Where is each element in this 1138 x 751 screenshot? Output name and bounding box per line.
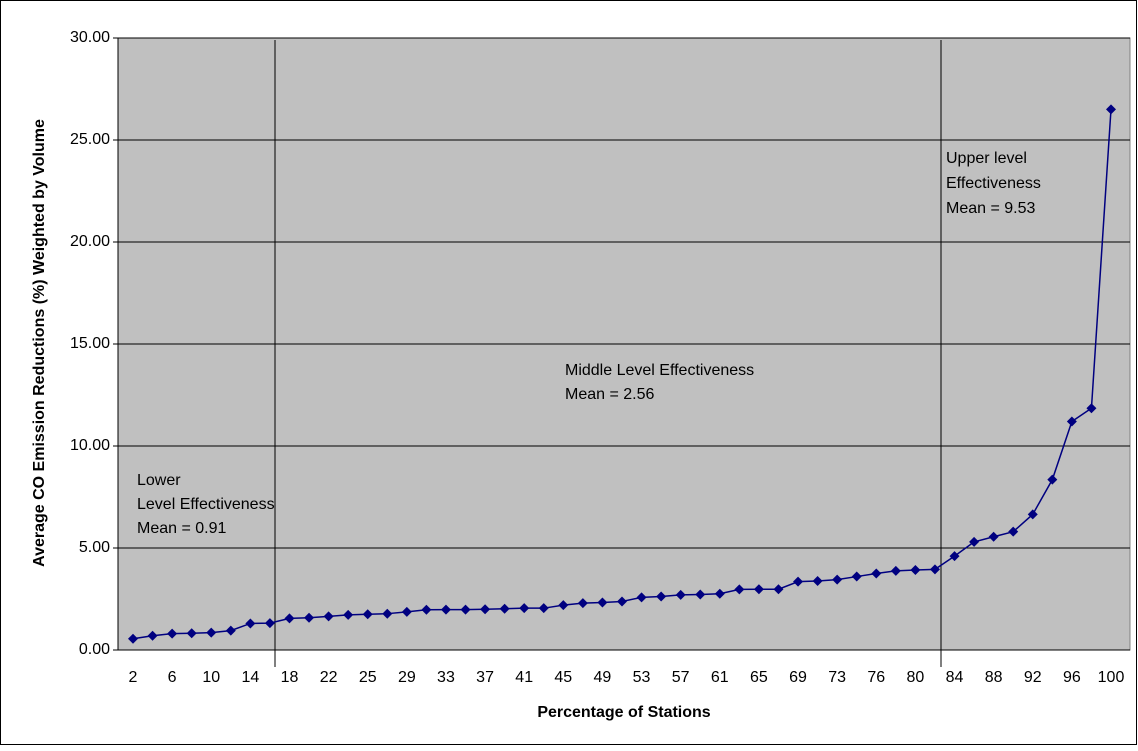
x-tick-label: 2 <box>129 669 138 686</box>
data-point <box>304 612 315 623</box>
data-point <box>382 608 393 619</box>
data-point <box>988 531 999 542</box>
data-point <box>812 576 823 587</box>
x-tick-label: 88 <box>985 669 1003 686</box>
data-point <box>362 609 373 620</box>
data-point <box>558 600 569 611</box>
data-point <box>264 618 275 629</box>
x-tick-label: 10 <box>202 669 220 686</box>
data-point <box>656 591 667 602</box>
x-tick-label: 65 <box>750 669 768 686</box>
data-point <box>1027 509 1038 520</box>
data-point <box>128 633 138 644</box>
annotation: Mean = 9.53 <box>946 200 1036 217</box>
data-point <box>167 628 178 639</box>
data-point <box>577 598 588 609</box>
y-tick-label: 0.00 <box>79 641 110 658</box>
x-axis-title: Percentage of Stations <box>537 704 710 721</box>
data-point <box>1106 104 1116 115</box>
data-point <box>401 606 412 617</box>
data-point <box>597 597 608 608</box>
x-tick-label: 57 <box>672 669 690 686</box>
x-tick-label: 49 <box>594 669 612 686</box>
annotation: Middle Level Effectiveness <box>565 362 754 379</box>
x-tick-label: 73 <box>828 669 846 686</box>
x-tick-label: 84 <box>946 669 964 686</box>
annotation: Lower <box>137 472 181 489</box>
data-point <box>890 565 901 576</box>
data-point <box>245 618 256 629</box>
annotation: Mean = 0.91 <box>137 520 227 537</box>
x-tick-label: 61 <box>711 669 729 686</box>
data-point <box>969 536 980 547</box>
data-point <box>1066 416 1077 427</box>
data-point <box>499 603 510 614</box>
data-point <box>1008 526 1019 537</box>
data-point <box>440 604 451 615</box>
data-point <box>773 584 784 595</box>
data-point <box>636 592 647 603</box>
data-point <box>519 603 530 614</box>
x-tick-label: 69 <box>789 669 807 686</box>
data-point <box>832 574 843 585</box>
annotation: Level Effectiveness <box>137 496 275 513</box>
data-point <box>753 584 764 595</box>
annotation: Effectiveness <box>946 175 1041 192</box>
data-point <box>929 564 940 575</box>
data-point <box>851 571 862 582</box>
data-point <box>460 604 471 615</box>
x-tick-label: 33 <box>437 669 455 686</box>
annotation: Upper level <box>946 150 1027 167</box>
data-point <box>1047 474 1058 485</box>
data-point <box>421 604 432 615</box>
x-tick-label: 6 <box>168 669 177 686</box>
x-tick-label: 45 <box>554 669 572 686</box>
x-tick-label: 18 <box>281 669 299 686</box>
data-point <box>871 568 882 579</box>
x-tick-label: 100 <box>1098 669 1125 686</box>
data-point <box>1086 403 1097 414</box>
data-point <box>734 584 745 595</box>
data-point <box>480 604 491 615</box>
data-point <box>793 576 804 587</box>
y-axis-title: Average CO Emission Reductions (%) Weigh… <box>31 119 48 567</box>
y-tick-label: 15.00 <box>70 335 110 352</box>
data-point <box>675 589 686 600</box>
data-point <box>617 596 627 607</box>
y-tick-label: 30.00 <box>70 29 110 46</box>
annotation: Mean = 2.56 <box>565 386 655 403</box>
x-tick-label: 76 <box>867 669 885 686</box>
x-tick-label: 25 <box>359 669 377 686</box>
data-point <box>538 603 549 614</box>
data-point <box>695 589 706 600</box>
data-point <box>186 628 197 639</box>
x-tick-label: 80 <box>907 669 925 686</box>
data-point <box>284 613 295 624</box>
data-point <box>343 609 354 620</box>
x-tick-label: 41 <box>515 669 533 686</box>
x-tick-label: 92 <box>1024 669 1042 686</box>
y-tick-label: 25.00 <box>70 131 110 148</box>
data-point <box>714 588 725 599</box>
data-point <box>323 611 334 622</box>
x-tick-label: 53 <box>633 669 651 686</box>
x-tick-label: 22 <box>320 669 338 686</box>
x-tick-label: 29 <box>398 669 416 686</box>
y-tick-label: 5.00 <box>79 539 110 556</box>
x-tick-label: 37 <box>476 669 494 686</box>
data-point <box>147 630 158 641</box>
data-point <box>949 551 960 562</box>
y-tick-label: 20.00 <box>70 233 110 250</box>
y-tick-label: 10.00 <box>70 437 110 454</box>
data-point <box>206 627 217 638</box>
x-tick-label: 96 <box>1063 669 1081 686</box>
x-tick-label: 14 <box>241 669 259 686</box>
data-point <box>910 565 921 576</box>
data-point <box>225 625 236 636</box>
